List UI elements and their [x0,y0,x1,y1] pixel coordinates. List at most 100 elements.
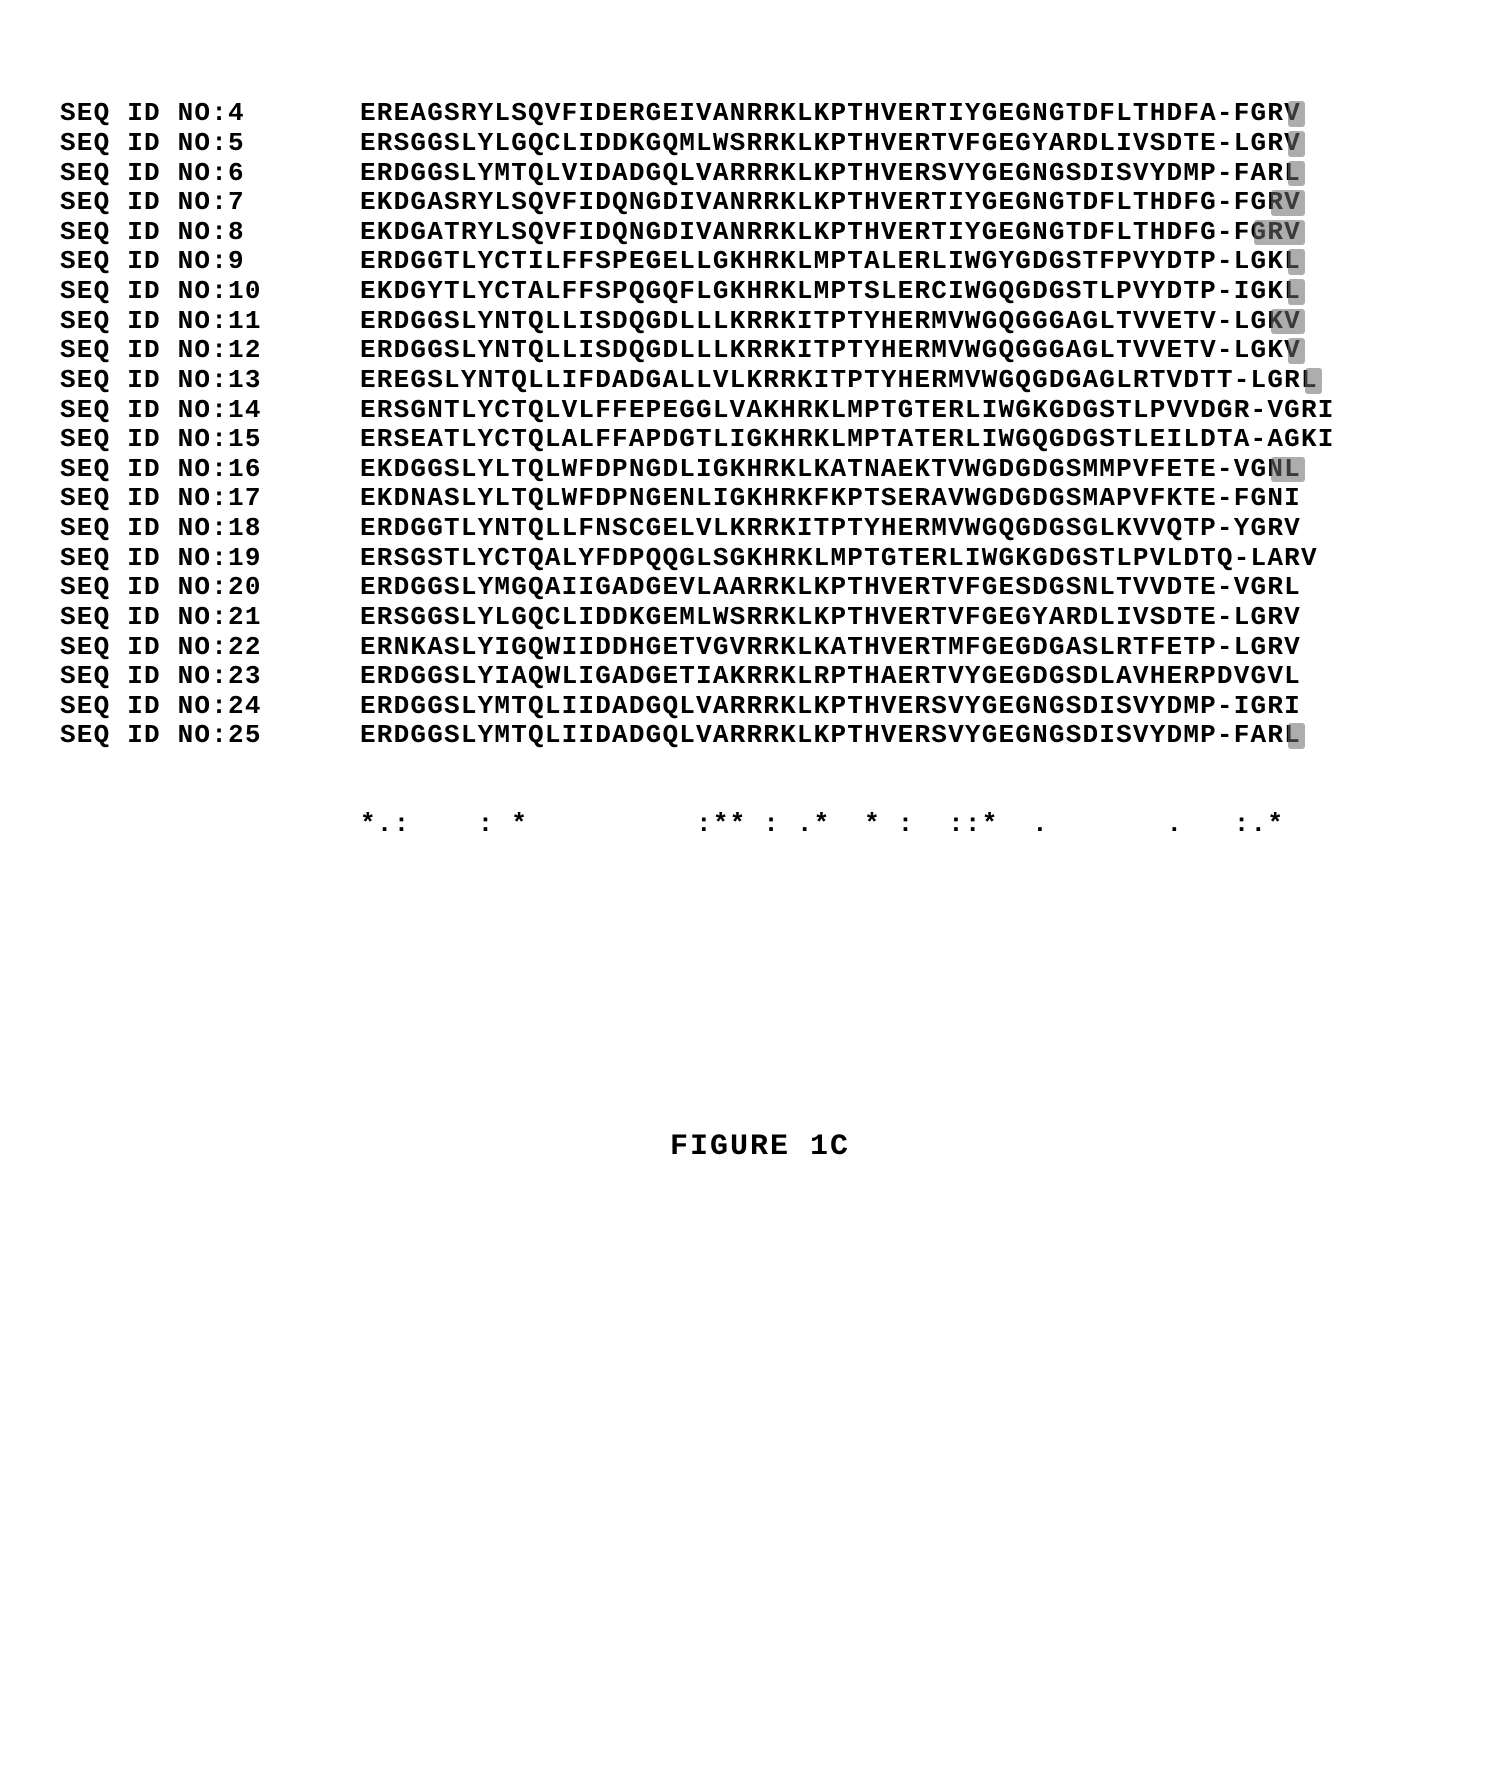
sequence-label: SEQ ID NO:10 [60,277,360,307]
sequence-row: SEQ ID NO:16EKDGGSLYLTQLWFDPNGDLIGKHRKLK… [60,455,1460,485]
row-end-smudge [1288,249,1305,275]
sequence-data: ERSGNTLYCTQLVLFFEPEGGLVAKHRKLMPTGTERLIWG… [360,395,1335,425]
sequence-data: ERDGGSLYNTQLLISDQGDLLLKRRKITPTYHERMVWGQG… [360,306,1301,336]
sequence-data-wrap: ERDGGSLYMGQAIIGADGEVLAARRKLKPTHVERTVFGES… [360,573,1301,603]
sequence-data-wrap: ERSEATLYCTQLALFFAPDGTLIGKHRKLMPTATERLIWG… [360,425,1335,455]
sequence-data-wrap: ERDGGSLYMTQLIIDADGQLVARRRKLKPTHVERSVYGEG… [360,692,1301,722]
sequence-data: ERSGGSLYLGQCLIDDKGQMLWSRRKLKPTHVERTVFGEG… [360,128,1301,158]
sequence-row: SEQ ID NO:5ERSGGSLYLGQCLIDDKGQMLWSRRKLKP… [60,129,1460,159]
sequence-data-wrap: ERNKASLYIGQWIIDDHGETVGVRRKLKATHVERTMFGEG… [360,633,1301,663]
sequence-data: EREGSLYNTQLLIFDADGALLVLKRRKITPTYHERMVWGQ… [360,365,1318,395]
sequence-data-wrap: EREGSLYNTQLLIFDADGALLVLKRRKITPTYHERMVWGQ… [360,366,1318,396]
sequence-row: SEQ ID NO:4EREAGSRYLSQVFIDERGEIVANRRKLKP… [60,99,1460,129]
sequence-label: SEQ ID NO:8 [60,218,360,248]
sequence-data: ERSEATLYCTQLALFFAPDGTLIGKHRKLMPTATERLIWG… [360,424,1335,454]
sequence-data: EKDGASRYLSQVFIDQNGDIVANRRKLKPTHVERTIYGEG… [360,187,1301,217]
sequence-label: SEQ ID NO:19 [60,544,360,574]
consensus-label-spacer [60,810,360,840]
row-end-smudge [1288,338,1305,364]
sequence-data-wrap: ERDGGSLYIAQWLIGADGETIAKRRKLRPTHAERTVYGEG… [360,662,1301,692]
sequence-label: SEQ ID NO:6 [60,159,360,189]
sequence-data-wrap: EKDGGSLYLTQLWFDPNGDLIGKHRKLKATNAEKTVWGDG… [360,455,1301,485]
sequence-data-wrap: EKDGATRYLSQVFIDQNGDIVANRRKLKPTHVERTIYGEG… [360,218,1301,248]
sequence-data-wrap: ERDGGSLYMTQLIIDADGQLVARRRKLKPTHVERSVYGEG… [360,721,1301,751]
sequence-label: SEQ ID NO:22 [60,633,360,663]
sequence-row: SEQ ID NO:12ERDGGSLYNTQLLISDQGDLLLKRRKIT… [60,336,1460,366]
sequence-data-wrap: ERSGSTLYCTQALYFDPQQGLSGKHRKLMPTGTERLIWGK… [360,544,1318,574]
sequence-label: SEQ ID NO:13 [60,366,360,396]
row-end-smudge [1288,161,1305,187]
sequence-row: SEQ ID NO:14ERSGNTLYCTQLVLFFEPEGGLVAKHRK… [60,396,1460,426]
sequence-data-wrap: EKDGASRYLSQVFIDQNGDIVANRRKLKPTHVERTIYGEG… [360,188,1301,218]
sequence-label: SEQ ID NO:14 [60,396,360,426]
sequence-row: SEQ ID NO:8EKDGATRYLSQVFIDQNGDIVANRRKLKP… [60,218,1460,248]
sequence-label: SEQ ID NO:18 [60,514,360,544]
row-end-smudge [1254,220,1305,246]
sequence-label: SEQ ID NO:9 [60,247,360,277]
sequence-data: ERDGGSLYMTQLIIDADGQLVARRRKLKPTHVERSVYGEG… [360,691,1301,721]
sequence-row: SEQ ID NO:18ERDGGTLYNTQLLFNSCGELVLKRRKIT… [60,514,1460,544]
sequence-data-wrap: ERDGGTLYNTQLLFNSCGELVLKRRKITPTYHERMVWGQG… [360,514,1301,544]
sequence-data-wrap: ERDGGSLYNTQLLISDQGDLLLKRRKITPTYHERMVWGQG… [360,307,1301,337]
sequence-row: SEQ ID NO:15ERSEATLYCTQLALFFAPDGTLIGKHRK… [60,425,1460,455]
sequence-data: ERNKASLYIGQWIIDDHGETVGVRRKLKATHVERTMFGEG… [360,632,1301,662]
sequence-label: SEQ ID NO:24 [60,692,360,722]
sequence-label: SEQ ID NO:20 [60,573,360,603]
sequence-row: SEQ ID NO:24ERDGGSLYMTQLIIDADGQLVARRRKLK… [60,692,1460,722]
sequence-label: SEQ ID NO:12 [60,336,360,366]
row-end-smudge [1288,279,1305,305]
row-end-smudge [1271,457,1305,483]
alignment-rows: SEQ ID NO:4EREAGSRYLSQVFIDERGEIVANRRKLKP… [60,99,1460,751]
consensus-row: *.: : * :** : .* * : ::* . . :.* [60,810,1460,840]
sequence-data: ERDGGSLYIAQWLIGADGETIAKRRKLRPTHAERTVYGEG… [360,661,1301,691]
sequence-row: SEQ ID NO:13EREGSLYNTQLLIFDADGALLVLKRRKI… [60,366,1460,396]
row-end-smudge [1288,101,1305,127]
sequence-alignment: SEQ ID NO:4EREAGSRYLSQVFIDERGEIVANRRKLKP… [60,40,1460,870]
sequence-data-wrap: EKDGYTLYCTALFFSPQGQFLGKHRKLMPTSLERCIWGQG… [360,277,1301,307]
row-end-smudge [1288,723,1305,749]
sequence-data: EKDGYTLYCTALFFSPQGQFLGKHRKLMPTSLERCIWGQG… [360,276,1301,306]
sequence-data: ERDGGSLYNTQLLISDQGDLLLKRRKITPTYHERMVWGQG… [360,335,1301,365]
sequence-data: ERSGSTLYCTQALYFDPQQGLSGKHRKLMPTGTERLIWGK… [360,543,1318,573]
sequence-label: SEQ ID NO:11 [60,307,360,337]
sequence-row: SEQ ID NO:22ERNKASLYIGQWIIDDHGETVGVRRKLK… [60,633,1460,663]
sequence-data: EKDGATRYLSQVFIDQNGDIVANRRKLKPTHVERTIYGEG… [360,217,1301,247]
sequence-data: EKDGGSLYLTQLWFDPNGDLIGKHRKLKATNAEKTVWGDG… [360,454,1301,484]
sequence-data: EREAGSRYLSQVFIDERGEIVANRRKLKPTHVERTIYGEG… [360,98,1301,128]
sequence-data: ERDGGSLYMTQLVIDADGQLVARRRKLKPTHVERSVYGEG… [360,158,1301,188]
sequence-row: SEQ ID NO:21ERSGGSLYLGQCLIDDKGEMLWSRRKLK… [60,603,1460,633]
sequence-data-wrap: ERDGGSLYMTQLVIDADGQLVARRRKLKPTHVERSVYGEG… [360,159,1301,189]
sequence-data: ERDGGSLYMTQLIIDADGQLVARRRKLKPTHVERSVYGEG… [360,720,1301,750]
sequence-label: SEQ ID NO:21 [60,603,360,633]
sequence-data-wrap: ERDGGTLYCTILFFSPEGELLGKHRKLMPTALERLIWGYG… [360,247,1301,277]
sequence-row: SEQ ID NO:17EKDNASLYLTQLWFDPNGENLIGKHRKF… [60,484,1460,514]
sequence-data: ERDGGTLYNTQLLFNSCGELVLKRRKITPTYHERMVWGQG… [360,513,1301,543]
consensus-line: *.: : * :** : .* * : ::* . . :.* [360,810,1284,840]
sequence-data: ERDGGTLYCTILFFSPEGELLGKHRKLMPTALERLIWGYG… [360,246,1301,276]
row-end-smudge [1305,368,1322,394]
row-end-smudge [1288,131,1305,157]
sequence-row: SEQ ID NO:25ERDGGSLYMTQLIIDADGQLVARRRKLK… [60,721,1460,751]
sequence-data-wrap: ERSGNTLYCTQLVLFFEPEGGLVAKHRKLMPTGTERLIWG… [360,396,1335,426]
row-end-smudge [1271,190,1305,216]
sequence-label: SEQ ID NO:17 [60,484,360,514]
sequence-data-wrap: ERSGGSLYLGQCLIDDKGEMLWSRRKLKPTHVERTVFGEG… [360,603,1301,633]
sequence-label: SEQ ID NO:15 [60,425,360,455]
sequence-label: SEQ ID NO:23 [60,662,360,692]
sequence-data: ERDGGSLYMGQAIIGADGEVLAARRKLKPTHVERTVFGES… [360,572,1301,602]
figure-caption: FIGURE 1C [60,1130,1460,1164]
sequence-row: SEQ ID NO:20ERDGGSLYMGQAIIGADGEVLAARRKLK… [60,573,1460,603]
sequence-data: EKDNASLYLTQLWFDPNGENLIGKHRKFKPTSERAVWGDG… [360,483,1301,513]
sequence-row: SEQ ID NO:6ERDGGSLYMTQLVIDADGQLVARRRKLKP… [60,159,1460,189]
sequence-row: SEQ ID NO:7EKDGASRYLSQVFIDQNGDIVANRRKLKP… [60,188,1460,218]
sequence-data: ERSGGSLYLGQCLIDDKGEMLWSRRKLKPTHVERTVFGEG… [360,602,1301,632]
sequence-data-wrap: ERDGGSLYNTQLLISDQGDLLLKRRKITPTYHERMVWGQG… [360,336,1301,366]
sequence-row: SEQ ID NO:19ERSGSTLYCTQALYFDPQQGLSGKHRKL… [60,544,1460,574]
sequence-data-wrap: EKDNASLYLTQLWFDPNGENLIGKHRKFKPTSERAVWGDG… [360,484,1301,514]
sequence-label: SEQ ID NO:25 [60,721,360,751]
sequence-row: SEQ ID NO:11ERDGGSLYNTQLLISDQGDLLLKRRKIT… [60,307,1460,337]
sequence-row: SEQ ID NO:23ERDGGSLYIAQWLIGADGETIAKRRKLR… [60,662,1460,692]
sequence-label: SEQ ID NO:5 [60,129,360,159]
sequence-label: SEQ ID NO:16 [60,455,360,485]
row-end-smudge [1271,309,1305,335]
